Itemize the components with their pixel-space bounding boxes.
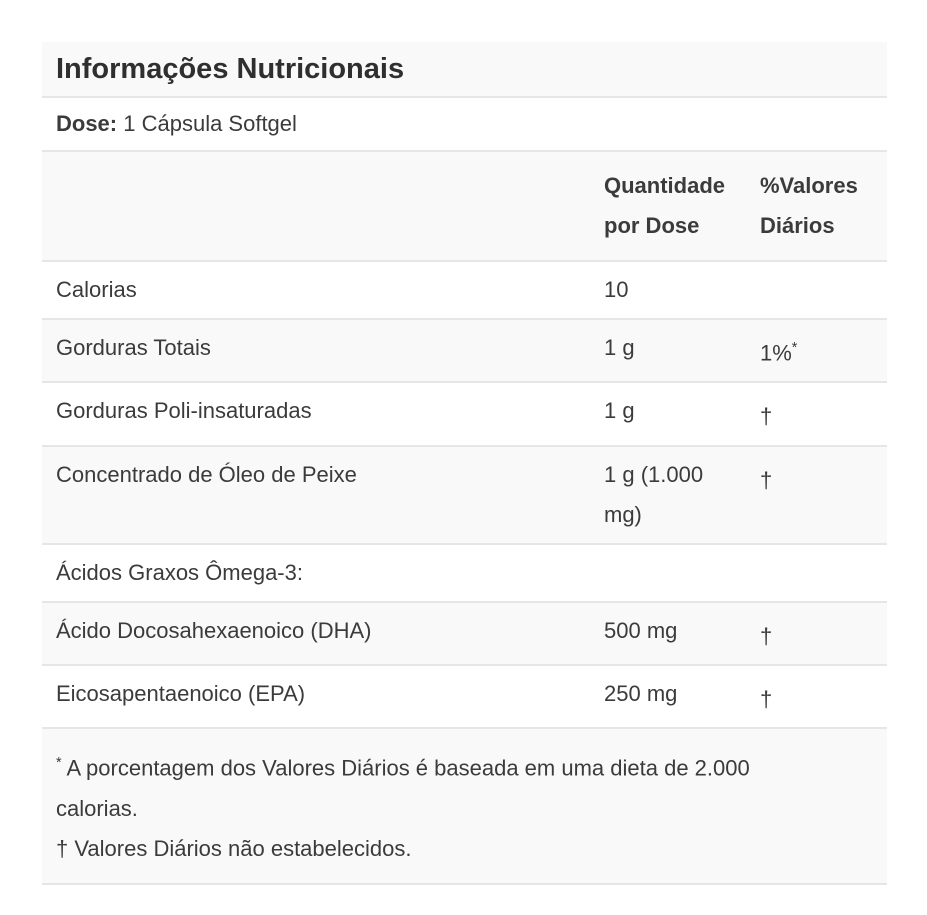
table-row: Ácido Docosahexaenoico (DHA) 500 mg † bbox=[42, 602, 887, 666]
table-header-row: Quantidade por Dose %Valores Diários bbox=[42, 152, 887, 262]
table-row: Concentrado de Óleo de Peixe 1 g (1.000 … bbox=[42, 446, 887, 545]
footnote-marker: * bbox=[56, 755, 62, 772]
table-row: Calorias 10 bbox=[42, 262, 887, 320]
nutrient-daily-value: † bbox=[760, 403, 773, 429]
nutrient-name: Concentrado de Óleo de Peixe bbox=[56, 461, 357, 487]
table-row: Gorduras Poli-insaturadas 1 g † bbox=[42, 383, 887, 447]
nutrient-name: Ácido Docosahexaenoico (DHA) bbox=[56, 617, 372, 643]
nutrient-daily-value: † bbox=[760, 622, 773, 648]
nutrient-daily-value: 1%* bbox=[760, 340, 798, 366]
nutrient-name: Gorduras Poli-insaturadas bbox=[56, 398, 312, 424]
nutrient-amount: 1 g bbox=[604, 335, 635, 360]
footnote-text: A porcentagem dos Valores Diários é base… bbox=[56, 755, 750, 821]
nutrient-name: Gorduras Totais bbox=[56, 335, 211, 360]
serving-label: Dose: bbox=[56, 111, 118, 136]
table-title: Informações Nutricionais bbox=[42, 42, 887, 98]
nutrient-daily-value: † bbox=[760, 686, 773, 712]
column-header-daily-values-label: %Valores Diários bbox=[760, 173, 858, 238]
nutrition-table: Informações Nutricionais Dose: 1 Cápsula… bbox=[42, 42, 887, 885]
nutrient-name: Calorias bbox=[56, 277, 137, 302]
table-row: Ácidos Graxos Ômega-3: bbox=[42, 545, 887, 603]
nutrient-amount: 500 mg bbox=[604, 617, 678, 643]
footnote-text: Valores Diários não estabelecidos. bbox=[74, 835, 412, 861]
footnote-dagger: † Valores Diários não estabelecidos. bbox=[56, 829, 873, 869]
nutrient-name: Ácidos Graxos Ômega-3: bbox=[56, 559, 303, 585]
nutrient-amount: 10 bbox=[604, 277, 629, 302]
column-header-daily-values: %Valores Diários bbox=[760, 166, 873, 246]
column-header-amount-label: Quantidade por Dose bbox=[604, 173, 726, 238]
nutrient-daily-value: † bbox=[760, 466, 773, 492]
footnotes: * A porcentagem dos Valores Diários é ba… bbox=[42, 729, 887, 885]
table-row: Gorduras Totais 1 g 1%* bbox=[42, 320, 887, 384]
nutrient-amount: 1 g bbox=[604, 398, 635, 424]
nutrient-amount: 1 g (1.000 mg) bbox=[604, 461, 704, 527]
serving-value: 1 Cápsula Softgel bbox=[123, 111, 297, 136]
serving-info: Dose: 1 Cápsula Softgel bbox=[42, 98, 887, 152]
table-row: Eicosapentaenoico (EPA) 250 mg † bbox=[42, 666, 887, 730]
nutrient-amount: 250 mg bbox=[604, 680, 678, 706]
column-header-amount: Quantidade por Dose bbox=[604, 166, 760, 246]
nutrient-name: Eicosapentaenoico (EPA) bbox=[56, 680, 306, 706]
footnote-marker: † bbox=[56, 835, 69, 861]
footnote-asterisk: * A porcentagem dos Valores Diários é ba… bbox=[56, 743, 821, 828]
